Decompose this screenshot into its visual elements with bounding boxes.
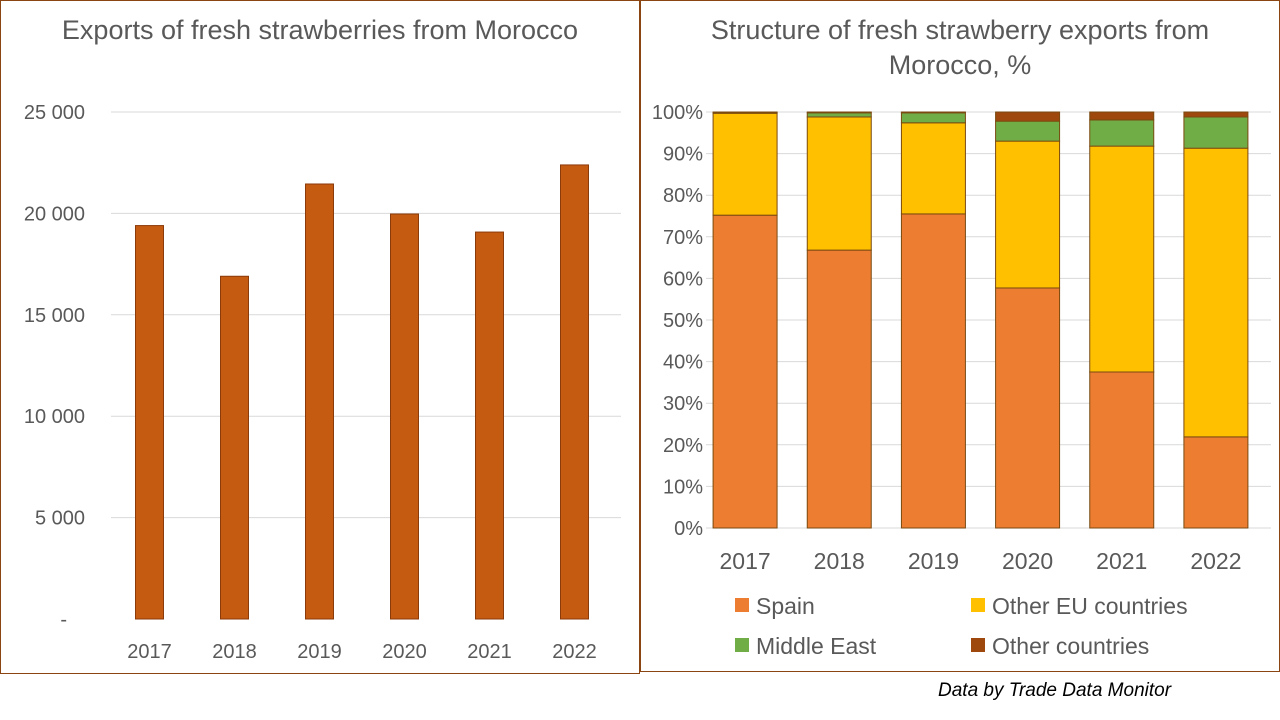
y-tick-label: 10 000 [24,406,85,428]
chart-title: Exports of fresh strawberries from Moroc… [61,15,579,45]
bar-2022-spain [1183,436,1249,529]
y-tick-label: 50% [663,310,703,332]
legend-label: Other countries [992,633,1149,659]
x-tick-label: 2018 [814,548,865,574]
bar-2021-other-eu-countries [1089,145,1155,373]
source-note: Data by Trade Data Monitor [938,680,1172,701]
bar-2018-other-eu-countries [806,116,872,251]
x-tick-label: 2017 [127,641,172,663]
volume-chart-plot: - 5 000 10 000 15 000 20 000 25 000 2017 2018 20… [24,102,621,663]
bar-2020-other-eu-countries [995,140,1061,289]
structure-chart-plot: 0% 10% 20% 30% 40% 50% 60% 70% 80% 90% 100% 2017 201… [652,102,1271,659]
chart-title: Structure of fresh strawberry exports fr… [710,15,1210,80]
bar-2021-spain [1089,371,1155,529]
bar-2020-middle-east [995,120,1061,142]
x-tick-label: 2021 [1096,548,1147,574]
y-tick-label: 20 000 [24,203,85,225]
y-tick-label: 25 000 [24,102,85,124]
bar-2017 [135,225,164,620]
y-tick-label: 40% [663,352,703,374]
y-tick-label: - [60,609,67,631]
bar-2020-spain [995,287,1061,529]
y-tick-label: 0% [674,518,703,540]
bar-2018-other-countries [806,111,872,114]
x-tick-label: 2022 [552,641,597,663]
x-tick-label: 2022 [1190,548,1241,574]
legend-label: Spain [756,593,815,619]
x-tick-label: 2017 [719,548,770,574]
exports-structure-chart: Structure of fresh strawberry exports fr… [640,0,1280,672]
bar-2017-spain [712,214,778,529]
bar-2018-middle-east [806,112,872,118]
bar-2019-spain [900,213,966,529]
legend-swatch [971,638,985,652]
legend-swatch [735,638,749,652]
bar-2019-middle-east [900,112,966,124]
bar-2017-other-eu-countries [712,112,778,216]
bar-2022 [560,164,589,620]
y-tick-label: 15 000 [24,305,85,327]
x-tick-label: 2019 [297,641,342,663]
bar-2018 [220,275,249,620]
bar-2018-spain [806,249,872,529]
y-tick-label: 5 000 [35,508,85,530]
y-tick-label: 70% [663,227,703,249]
bar-2021-other-countries [1089,111,1155,121]
bar-2022-middle-east [1183,116,1249,149]
legend-label: Other EU countries [992,593,1188,619]
bar-2020-other-countries [995,111,1061,122]
x-tick-label: 2018 [212,641,257,663]
y-tick-label: 100% [652,102,703,124]
bar-2021 [475,231,504,620]
x-tick-label: 2020 [1002,548,1053,574]
y-tick-label: 60% [663,268,703,290]
y-tick-label: 10% [663,476,703,498]
x-tick-label: 2019 [908,548,959,574]
bar-2021-middle-east [1089,119,1155,147]
bar-2019-other-eu-countries [900,122,966,215]
bar-2019-other-countries [900,111,966,114]
legend-swatch [735,598,749,612]
bar-2022-other-eu-countries [1183,147,1249,438]
exports-volume-chart: Exports of fresh strawberries from Moroc… [0,0,640,674]
y-tick-label: 20% [663,435,703,457]
x-tick-label: 2021 [467,641,512,663]
x-tick-label: 2020 [382,641,427,663]
legend-swatch [971,598,985,612]
y-tick-label: 30% [663,393,703,415]
bar-2020 [390,213,419,620]
y-tick-label: 90% [663,144,703,166]
y-tick-label: 80% [663,185,703,207]
bar-2019 [305,183,334,620]
bar-2022-other-countries [1183,111,1249,118]
legend-label: Middle East [756,633,877,659]
bar-2017-other-countries [712,111,778,114]
